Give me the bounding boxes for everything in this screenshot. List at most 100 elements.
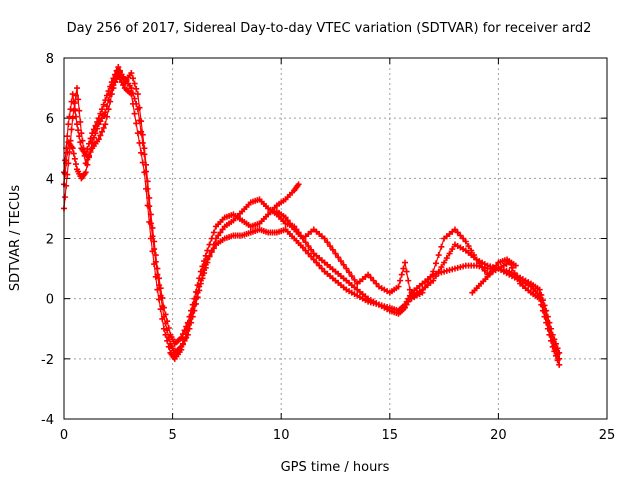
data-point (443, 255, 450, 262)
data-point (108, 79, 115, 86)
data-point (462, 238, 469, 245)
data-point (403, 298, 410, 305)
y-axis-label: SDTVAR / TECUs (8, 185, 23, 292)
data-point (62, 157, 69, 164)
data-point (479, 264, 486, 271)
data-point (149, 248, 156, 255)
data-point (77, 139, 84, 146)
data-point (62, 194, 69, 201)
data-point (159, 294, 166, 301)
data-point (134, 130, 141, 137)
data-point (556, 361, 563, 368)
data-point (76, 133, 83, 140)
data-point (318, 265, 325, 272)
data-point (136, 104, 143, 111)
data-point (538, 301, 545, 308)
data-point (92, 122, 99, 129)
data-point (419, 289, 426, 296)
data-point (351, 276, 358, 283)
data-point (105, 88, 112, 95)
data-point (427, 273, 434, 280)
data-point (64, 133, 71, 140)
data-point (68, 126, 75, 133)
data-point (451, 226, 458, 233)
data-point (549, 343, 556, 350)
data-point (539, 297, 546, 304)
x-tick-label: 20 (490, 428, 507, 443)
data-point (152, 273, 159, 280)
data-point (141, 145, 148, 152)
data-point (449, 246, 456, 253)
data-point (316, 262, 323, 269)
data-point (554, 345, 561, 352)
data-point (202, 252, 209, 259)
data-point (72, 92, 79, 99)
data-point (491, 265, 498, 272)
data-point (402, 301, 409, 308)
data-point (210, 245, 217, 252)
data-point (95, 115, 102, 122)
data-point (457, 232, 464, 239)
data-point (199, 263, 206, 270)
data-point (284, 217, 291, 224)
data-point (138, 118, 145, 125)
data-point (85, 140, 92, 147)
data-point (552, 352, 559, 359)
data-point (302, 239, 309, 246)
data-point (107, 91, 114, 98)
data-point (468, 247, 475, 254)
data-point (424, 279, 431, 286)
data-point (72, 161, 79, 168)
data-point (554, 357, 561, 364)
data-point (548, 337, 555, 344)
data-point (481, 267, 488, 274)
data-point (156, 296, 163, 303)
data-point (544, 325, 551, 332)
data-point (179, 331, 186, 338)
data-point (99, 106, 106, 113)
data-point (154, 286, 161, 293)
data-point (97, 110, 104, 117)
data-point (286, 220, 293, 227)
series-ard2-a (61, 67, 563, 362)
data-point (543, 319, 550, 326)
data-point (435, 252, 442, 259)
data-point (476, 260, 483, 267)
data-point (511, 270, 518, 277)
y-tick-label: -2 (41, 353, 54, 368)
data-point (147, 211, 154, 218)
data-point (465, 243, 472, 250)
data-point (194, 282, 201, 289)
data-point (470, 252, 477, 259)
data-point (159, 315, 166, 322)
data-point (514, 275, 521, 282)
data-point (395, 283, 402, 290)
data-point (546, 331, 553, 338)
data-point (128, 91, 135, 98)
data-point (337, 258, 344, 265)
data-point (305, 243, 312, 250)
data-point (74, 121, 81, 128)
series-ard2-c (61, 64, 302, 347)
data-point (321, 235, 328, 242)
x-tick-label: 5 (168, 428, 176, 443)
data-point (134, 91, 141, 98)
data-point (102, 109, 109, 116)
data-point (197, 268, 204, 275)
data-point (144, 178, 151, 185)
data-point (157, 285, 164, 292)
data-point (84, 161, 91, 168)
data-point (493, 262, 500, 269)
data-point (536, 286, 543, 293)
data-point (430, 268, 437, 275)
data-point (95, 136, 102, 143)
data-point (508, 264, 515, 271)
x-tick-label: 10 (273, 428, 290, 443)
x-axis-label: GPS time / hours (281, 460, 390, 475)
data-point (87, 135, 94, 142)
data-point (189, 301, 196, 308)
data-point (151, 261, 158, 268)
data-point (99, 128, 106, 135)
series-ard2-d (273, 208, 563, 368)
data-point (156, 275, 163, 282)
